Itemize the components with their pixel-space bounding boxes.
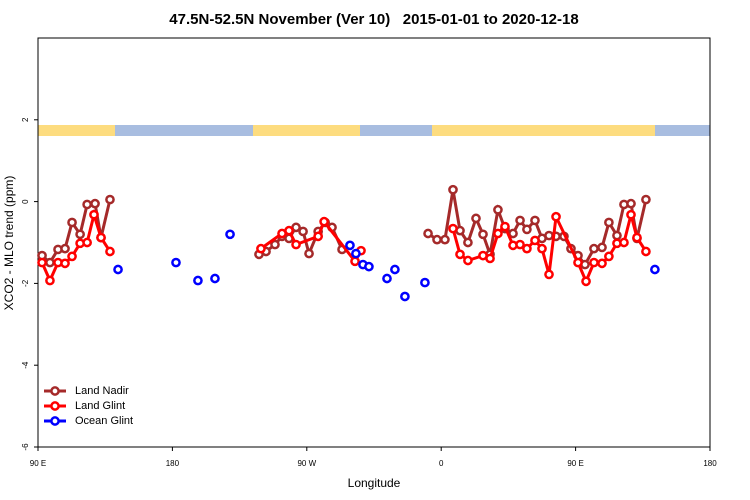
data-point [90,198,100,209]
data-point [96,232,106,243]
data-point [105,194,115,205]
data-point [210,273,220,284]
data-point [67,217,77,228]
data-point [171,257,181,268]
data-point [632,232,642,243]
data-point [597,242,607,253]
data-point [626,209,636,220]
data-point [193,275,203,286]
x-tick-label: 90 E [567,459,583,468]
legend-label: Land Nadir [75,385,129,397]
data-point [448,223,458,234]
data-point [37,257,47,268]
y-tick-label: -6 [21,443,30,451]
data-point [589,257,599,268]
data-point [589,243,599,254]
y-tick-label: 0 [21,199,30,204]
data-point [420,277,430,288]
legend-marker [50,401,60,411]
data-point [350,256,360,267]
data-point [515,215,525,226]
legend-label: Land Glint [75,400,125,412]
x-axis-label: Longitude [348,476,401,490]
data-point [75,229,85,240]
data-point [256,243,266,254]
series-line [40,209,648,286]
y-tick-label: -2 [21,279,30,287]
data-point [530,215,540,226]
data-point [82,237,92,248]
data-point [471,213,481,224]
data-point [440,234,450,245]
data-point [530,235,540,246]
legend-marker [50,416,60,426]
data-point [313,231,323,242]
chart-title: 47.5N-52.5N November (Ver 10) 2015-01-01… [169,11,578,28]
legend-marker [50,386,60,396]
data-point [67,251,77,262]
data-point [455,249,465,260]
x-tick-label: 0 [439,459,444,468]
data-point [544,269,554,280]
x-tick-label: 90 W [297,459,316,468]
data-point [485,253,495,264]
data-point [291,239,301,250]
y-axis-label: XCO2 - MLO trend (ppm) [2,176,16,311]
legend-label: Ocean Glint [75,415,133,427]
data-point [522,224,532,235]
data-point [45,275,55,286]
y-tick-label: 2 [21,117,30,122]
data-point [500,221,510,232]
data-point [89,209,99,220]
data-point [423,228,433,239]
data-point [493,204,503,215]
data-point [604,251,614,262]
data-point [650,264,660,275]
data-point [82,199,92,210]
data-point [390,264,400,275]
data-point [304,248,314,259]
data-point [626,198,636,209]
data-point [641,194,651,205]
data-point [573,257,583,268]
data-point [597,258,607,269]
data-point [45,257,55,268]
data-point [612,230,622,241]
data-point [463,237,473,248]
data-point [113,264,123,275]
y-tick-label: -4 [21,361,30,369]
data-point [364,261,374,272]
data-point [448,184,458,195]
data-point [345,240,355,251]
data-point [478,229,488,240]
data-point [619,237,629,248]
data-point [463,255,473,266]
data-point [319,216,329,227]
x-tick-label: 180 [166,459,180,468]
data-point [551,211,561,222]
data-point [284,225,294,236]
data-point [270,239,280,250]
data-point [581,276,591,287]
data-point [432,234,442,245]
data-point [400,291,410,302]
data-point [351,248,361,259]
plot-frame [37,37,711,448]
data-point [515,239,525,250]
x-tick-label: 180 [703,459,717,468]
data-point [225,229,235,240]
data-point [641,246,651,257]
x-tick-label: 90 E [30,459,46,468]
data-point [604,217,614,228]
data-point [105,246,115,257]
data-point [60,243,70,254]
data-point [60,258,70,269]
land-ocean-strip [38,125,710,136]
data-point [522,243,532,254]
data-point [298,226,308,237]
data-point [493,228,503,239]
data-point [382,273,392,284]
data-point [537,243,547,254]
